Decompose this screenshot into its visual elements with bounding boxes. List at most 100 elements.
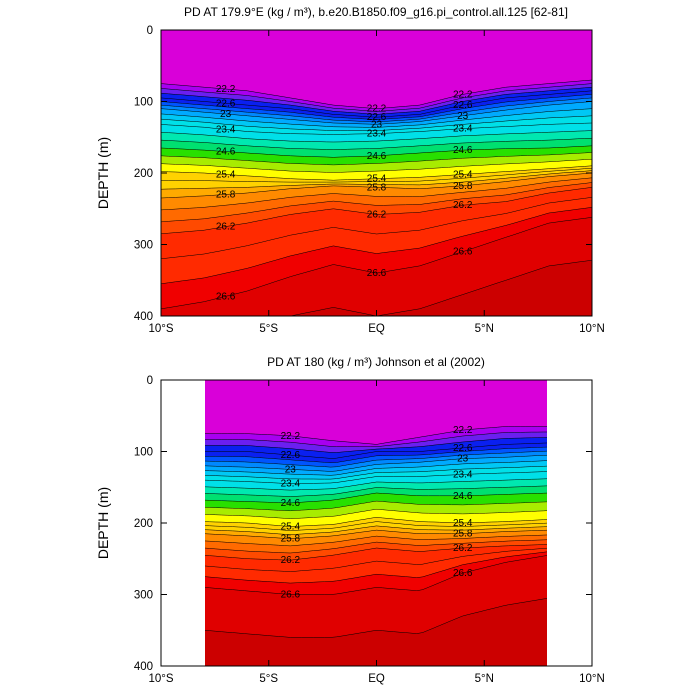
contour-line (205, 547, 547, 572)
contour-line (205, 437, 547, 453)
contour-line (161, 130, 592, 143)
contour-line (205, 426, 547, 445)
panel-2-contour-labels: 22.222.222.622.6232323.423.424.624.625.4… (281, 425, 473, 600)
contour-label: 25.4 (216, 169, 236, 180)
contour-label: 26.2 (367, 210, 387, 221)
contour-line (161, 177, 592, 211)
x-tick-label: EQ (368, 673, 385, 685)
contour-label: 25.8 (453, 181, 473, 192)
y-tick-label: 400 (134, 661, 153, 673)
contour-line (205, 555, 547, 595)
contour-label: 22.6 (453, 100, 473, 111)
x-tick-label: 5°N (475, 323, 494, 335)
contour-line (161, 97, 592, 123)
contour-line (161, 94, 592, 120)
contour-line (161, 207, 592, 285)
y-tick-label: 100 (134, 447, 153, 459)
contour-label: 26.2 (281, 555, 301, 566)
contour-line (161, 108, 592, 128)
panel-2-contour-fill (205, 380, 547, 666)
contour-label: 24.6 (367, 151, 387, 162)
contour-line (161, 259, 592, 316)
x-tick-label: 5°N (475, 673, 494, 685)
contour-line (161, 187, 592, 235)
y-tick-label: 0 (147, 25, 153, 37)
contour-line (205, 492, 547, 504)
panel-2-axes: 10°S 5°S EQ 5°N 10°N 0 100 200 300 400 (134, 375, 605, 685)
contour-label: 22.6 (453, 443, 473, 454)
y-tick-label: 200 (134, 168, 153, 180)
x-tick-label: 10°N (579, 323, 605, 335)
contour-label: 23.4 (216, 124, 236, 135)
contour-line (205, 525, 547, 535)
contour-label: 24.6 (281, 498, 301, 509)
contour-label: 25.4 (453, 169, 473, 180)
panel-model: PD AT 179.9°E (kg / m³), b.e20.B1850.f09… (95, 5, 605, 335)
contour-label: 22.2 (281, 431, 301, 442)
contour-label: 23.4 (281, 479, 301, 490)
contour-line (161, 152, 592, 166)
panel-2-ylabel: DEPTH (m) (95, 487, 111, 559)
contour-label: 23 (220, 109, 232, 120)
contour-line (205, 446, 547, 463)
contour-label: 22.2 (453, 425, 473, 436)
contour-label: 23 (285, 464, 297, 475)
contour-label: 23.4 (367, 129, 387, 140)
contour-label: 26.6 (281, 590, 301, 601)
x-tick-label: 10°N (579, 673, 605, 685)
contour-line (205, 471, 547, 484)
contour-label: 23 (457, 454, 469, 465)
contour-label: 23.4 (453, 469, 473, 480)
panel-1-axes: 10°S 5°S EQ 5°N 10°N 0 100 200 300 400 (134, 25, 605, 335)
contour-line (205, 485, 547, 497)
x-tick-label: 5°S (259, 323, 278, 335)
contour-label: 22.6 (216, 98, 236, 109)
contour-line (205, 534, 547, 547)
contour-line (161, 167, 592, 183)
y-tick-label: 400 (134, 311, 153, 323)
contour-line (161, 182, 592, 223)
contour-label: 24.6 (216, 147, 236, 158)
panel-1-title: PD AT 179.9°E (kg / m³), b.e20.B1850.f09… (184, 5, 568, 19)
y-tick-label: 200 (134, 518, 153, 530)
contour-label: 24.6 (453, 491, 473, 502)
panel-2-contour-lines (205, 426, 547, 638)
contour-line (161, 115, 592, 131)
contour-label: 26.2 (216, 222, 236, 233)
y-tick-label: 300 (134, 240, 153, 252)
contour-label: 23.4 (453, 124, 473, 135)
contour-line (205, 598, 547, 638)
y-tick-label: 300 (134, 590, 153, 602)
contour-line (205, 544, 547, 561)
contour-line (161, 145, 592, 158)
panel-1-contour-lines (161, 79, 592, 316)
contour-label: 23 (457, 111, 469, 122)
contour-line (161, 170, 592, 190)
contour-label: 26.6 (453, 247, 473, 258)
contour-line (161, 122, 592, 135)
contour-line (205, 521, 547, 531)
contour-line (205, 517, 547, 527)
contour-line (205, 431, 547, 447)
contour-line (161, 165, 592, 181)
contour-label: 25.8 (367, 182, 387, 193)
contour-line (161, 172, 592, 199)
contour-label: 25.8 (281, 534, 301, 545)
contour-line (205, 442, 547, 459)
contour-line (161, 79, 592, 109)
contour-label: 22.6 (281, 450, 301, 461)
contour-label: 25.4 (453, 518, 473, 529)
panel-2-title: PD AT 180 (kg / m³) Johnson et al (2002) (267, 355, 485, 369)
contour-line (205, 551, 547, 584)
contour-line (161, 101, 592, 125)
contour-line (205, 478, 547, 491)
contour-label: 23 (371, 119, 383, 130)
y-tick-label: 100 (134, 97, 153, 109)
contour-label: 22.2 (453, 89, 473, 100)
contour-line (161, 217, 592, 310)
contour-label: 26.2 (453, 200, 473, 211)
contour-line (161, 197, 592, 260)
contour-line (205, 529, 547, 539)
